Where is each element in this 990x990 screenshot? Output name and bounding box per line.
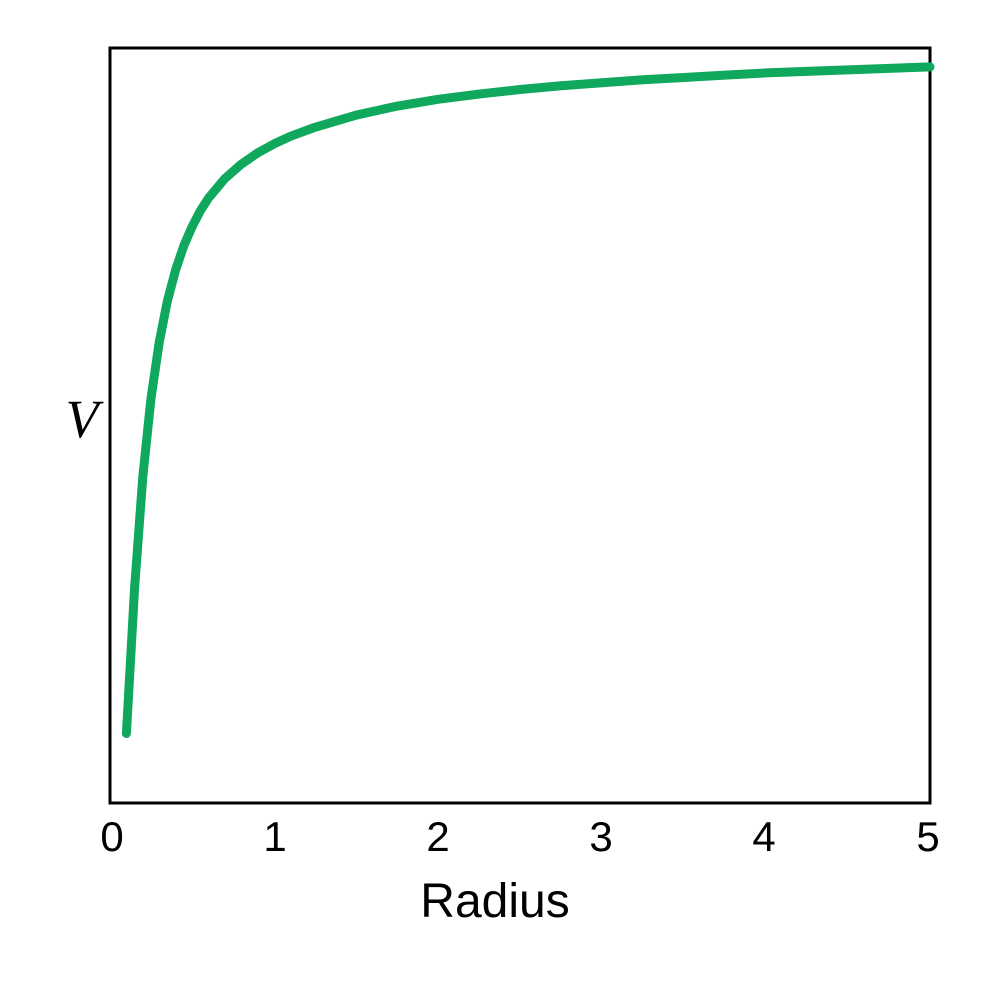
x-tick-label-0: 0 bbox=[100, 813, 124, 860]
x-axis-label: Radius bbox=[420, 875, 570, 928]
x-tick-label-4: 4 bbox=[752, 813, 776, 860]
data-series-line bbox=[121, 62, 935, 739]
y-axis-label: V bbox=[65, 389, 99, 449]
plot-frame bbox=[108, 46, 932, 805]
x-tick-label-3: 3 bbox=[589, 813, 613, 860]
x-tick-label-5: 5 bbox=[916, 813, 940, 860]
x-tick-label-1: 1 bbox=[263, 813, 287, 860]
x-tick-label-2: 2 bbox=[426, 813, 450, 860]
